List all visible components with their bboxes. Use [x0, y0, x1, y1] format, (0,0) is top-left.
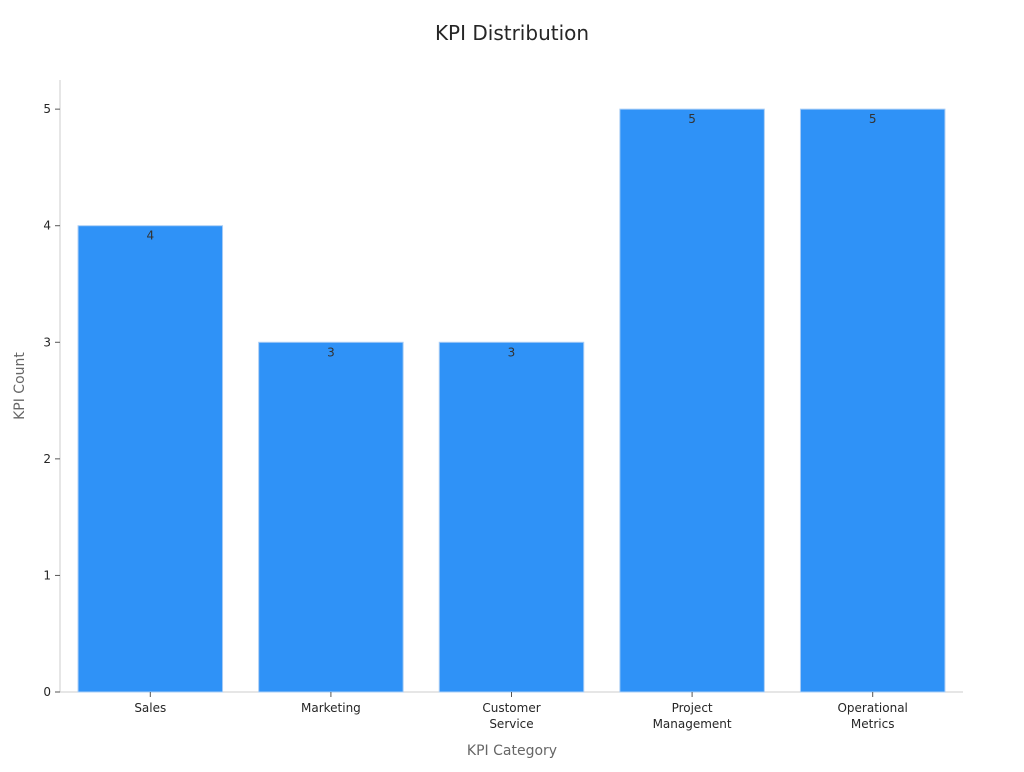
y-tick-label: 4	[43, 219, 51, 233]
x-axis-title: KPI Category	[467, 743, 557, 759]
bar	[258, 341, 404, 693]
x-tick-label: Marketing	[301, 701, 361, 715]
x-tick-label: Project Management	[653, 701, 732, 731]
bar	[799, 108, 946, 693]
y-axis-title: KPI Count	[12, 352, 28, 420]
bar-value-label: 5	[869, 112, 877, 126]
bar	[619, 108, 765, 693]
y-tick-label: 2	[43, 452, 51, 466]
chart-title: KPI Distribution	[435, 21, 589, 45]
bar	[438, 341, 585, 693]
x-tick-label: Sales	[134, 701, 166, 715]
y-tick-label: 5	[43, 102, 51, 116]
y-tick-label: 3	[43, 335, 51, 349]
bar-value-label: 3	[508, 345, 516, 359]
plot-area: 0 1 2 3 4 5 4 Sales 3 Marketing 3 Customer Service 5 P…	[43, 80, 963, 731]
x-tick-label: Operational Metrics	[837, 701, 907, 731]
bar-value-label: 3	[327, 345, 335, 359]
bar-value-label: 5	[688, 112, 696, 126]
x-tick-label: Customer Service	[482, 701, 540, 731]
bar-value-label: 4	[146, 229, 154, 243]
y-tick-label: 0	[43, 685, 51, 699]
y-tick-label: 1	[43, 568, 51, 582]
bar	[77, 225, 224, 693]
